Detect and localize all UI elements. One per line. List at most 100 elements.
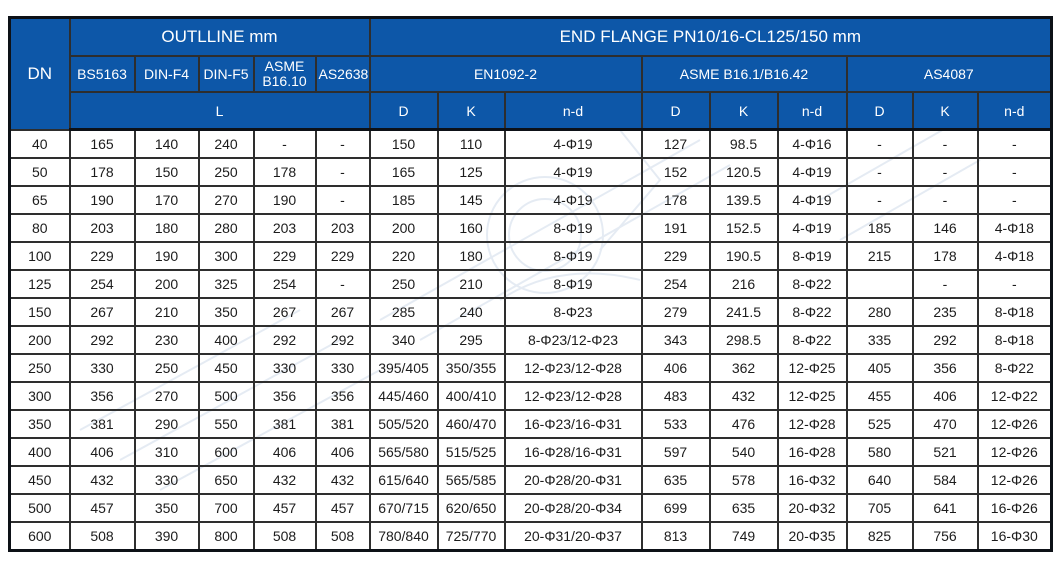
- dn-cell: 250: [8, 353, 71, 383]
- value-cell: 432: [68, 465, 136, 495]
- value-cell: 508: [68, 521, 136, 552]
- value-cell: 432: [252, 465, 317, 495]
- dn-cell: 80: [8, 213, 71, 243]
- value-cell: 4-Φ19: [776, 157, 848, 187]
- table-row: 500 457 350 700 457 457 670/715 620/650 20-Φ28/2…: [8, 493, 1053, 523]
- value-cell: -: [976, 185, 1053, 215]
- value-cell: 240: [436, 297, 506, 327]
- value-cell: 8-Φ22: [776, 297, 848, 327]
- value-cell: 216: [708, 269, 779, 299]
- value-cell: 185: [845, 213, 914, 243]
- value-cell: 190.5: [708, 241, 779, 271]
- value-cell: 12-Φ26: [976, 465, 1053, 495]
- value-cell: 254: [640, 269, 711, 299]
- value-cell: 8-Φ22: [776, 269, 848, 299]
- value-cell: 330: [252, 353, 317, 383]
- value-cell: 400/410: [436, 381, 506, 411]
- value-cell: 280: [845, 297, 914, 327]
- value-cell: 521: [911, 437, 979, 467]
- dn-cell: 350: [8, 409, 71, 439]
- table-row: 400 406 310 600 406 406 565/580 515/525 16-Φ28/1…: [8, 437, 1053, 467]
- value-cell: -: [911, 128, 979, 159]
- value-cell: 356: [252, 381, 317, 411]
- value-cell: 450: [197, 353, 255, 383]
- group-header-as4087: AS4087: [845, 55, 1053, 93]
- value-cell: 356: [911, 353, 979, 383]
- value-cell: 4-Φ18: [976, 241, 1053, 271]
- value-cell: 270: [133, 381, 200, 411]
- value-cell: -: [911, 185, 979, 215]
- value-cell: -: [845, 157, 914, 187]
- value-cell: 406: [640, 353, 711, 383]
- value-cell: 16-Φ30: [976, 521, 1053, 552]
- value-cell: 565/580: [368, 437, 439, 467]
- value-cell: 160: [436, 213, 506, 243]
- value-cell: 139.5: [708, 185, 779, 215]
- table-row: 65 190 170 270 190-185 145 4-Φ19 178 139.5 4-Φ19-…: [8, 185, 1053, 215]
- header-row-subcolumns: L D K n-d D K n-d D K n-d: [10, 91, 1053, 131]
- value-cell: 254: [252, 269, 317, 299]
- value-cell: 330: [314, 353, 371, 383]
- value-cell: 8-Φ18: [976, 325, 1053, 355]
- value-cell: 20-Φ35: [776, 521, 848, 552]
- value-cell: 190: [68, 185, 136, 215]
- value-cell: 381: [252, 409, 317, 439]
- value-cell: 145: [436, 185, 506, 215]
- value-cell: 12-Φ25: [776, 353, 848, 383]
- value-cell: 340: [368, 325, 439, 355]
- value-cell: 455: [845, 381, 914, 411]
- value-cell: 540: [708, 437, 779, 467]
- value-cell: 300: [197, 241, 255, 271]
- value-cell: 584: [911, 465, 979, 495]
- value-cell: 210: [133, 297, 200, 327]
- value-cell: 165: [368, 157, 439, 187]
- value-cell: 350: [197, 297, 255, 327]
- value-cell: 180: [133, 213, 200, 243]
- value-cell: 405: [845, 353, 914, 383]
- value-cell: 813: [640, 521, 711, 552]
- subcolumn-header-as-nd: n-d: [976, 91, 1053, 131]
- value-cell: 476: [708, 409, 779, 439]
- value-cell: 635: [708, 493, 779, 523]
- value-cell: 650: [197, 465, 255, 495]
- value-cell: 295: [436, 325, 506, 355]
- column-header-bs5163: BS5163: [68, 55, 136, 93]
- column-header-din-f5: DIN-F5: [197, 55, 255, 93]
- value-cell: 290: [133, 409, 200, 439]
- value-cell: 350/355: [436, 353, 506, 383]
- value-cell: 505/520: [368, 409, 439, 439]
- value-cell: 670/715: [368, 493, 439, 523]
- subcolumn-header-asme-nd: n-d: [776, 91, 848, 131]
- value-cell: 250: [197, 157, 255, 187]
- value-cell: 825: [845, 521, 914, 552]
- value-cell: 406: [68, 437, 136, 467]
- table-row: 40 165 140 240- -150 110 4-Φ19 127 98.5 4-Φ16- - -: [8, 128, 1053, 159]
- column-header-asme-b1610: ASME B16.10: [252, 55, 317, 93]
- value-cell: 16-Φ23/16-Φ31: [503, 409, 643, 439]
- value-cell: 292: [314, 325, 371, 355]
- value-cell: 98.5: [708, 128, 779, 159]
- dn-cell: 400: [8, 437, 71, 467]
- table-row: 125 254 200 325 254-250 210 8-Φ19 254 216 8-Φ22- -: [8, 269, 1053, 299]
- value-cell: -: [911, 157, 979, 187]
- value-cell: 292: [68, 325, 136, 355]
- table-row: 350 381 290 550 381 381 505/520 460/470 16-Φ23/1…: [8, 409, 1053, 439]
- column-header-as2638: AS2638: [314, 55, 371, 93]
- value-cell: 470: [911, 409, 979, 439]
- table-row: 300 356 270 500 356 356 445/460 400/410 12-Φ23/1…: [8, 381, 1053, 411]
- value-cell: 150: [368, 128, 439, 159]
- value-cell: 641: [911, 493, 979, 523]
- table-header: DN OUTLLINE mm END FLANGE PN10/16-CL125/…: [8, 16, 1053, 131]
- value-cell: 285: [368, 297, 439, 327]
- subcolumn-header-asme-d: D: [640, 91, 711, 131]
- value-cell: 406: [252, 437, 317, 467]
- group-header-asme-b161: ASME B16.1/B16.42: [640, 55, 848, 93]
- value-cell: 292: [911, 325, 979, 355]
- value-cell: 362: [708, 353, 779, 383]
- value-cell: 178: [640, 185, 711, 215]
- table-row: 150 267 210 350 267 267 285 240 8-Φ23 279 241.5 8-Φ…: [8, 297, 1053, 327]
- value-cell: 8-Φ19: [503, 213, 643, 243]
- value-cell: 152: [640, 157, 711, 187]
- value-cell: 270: [197, 185, 255, 215]
- value-cell: 150: [133, 157, 200, 187]
